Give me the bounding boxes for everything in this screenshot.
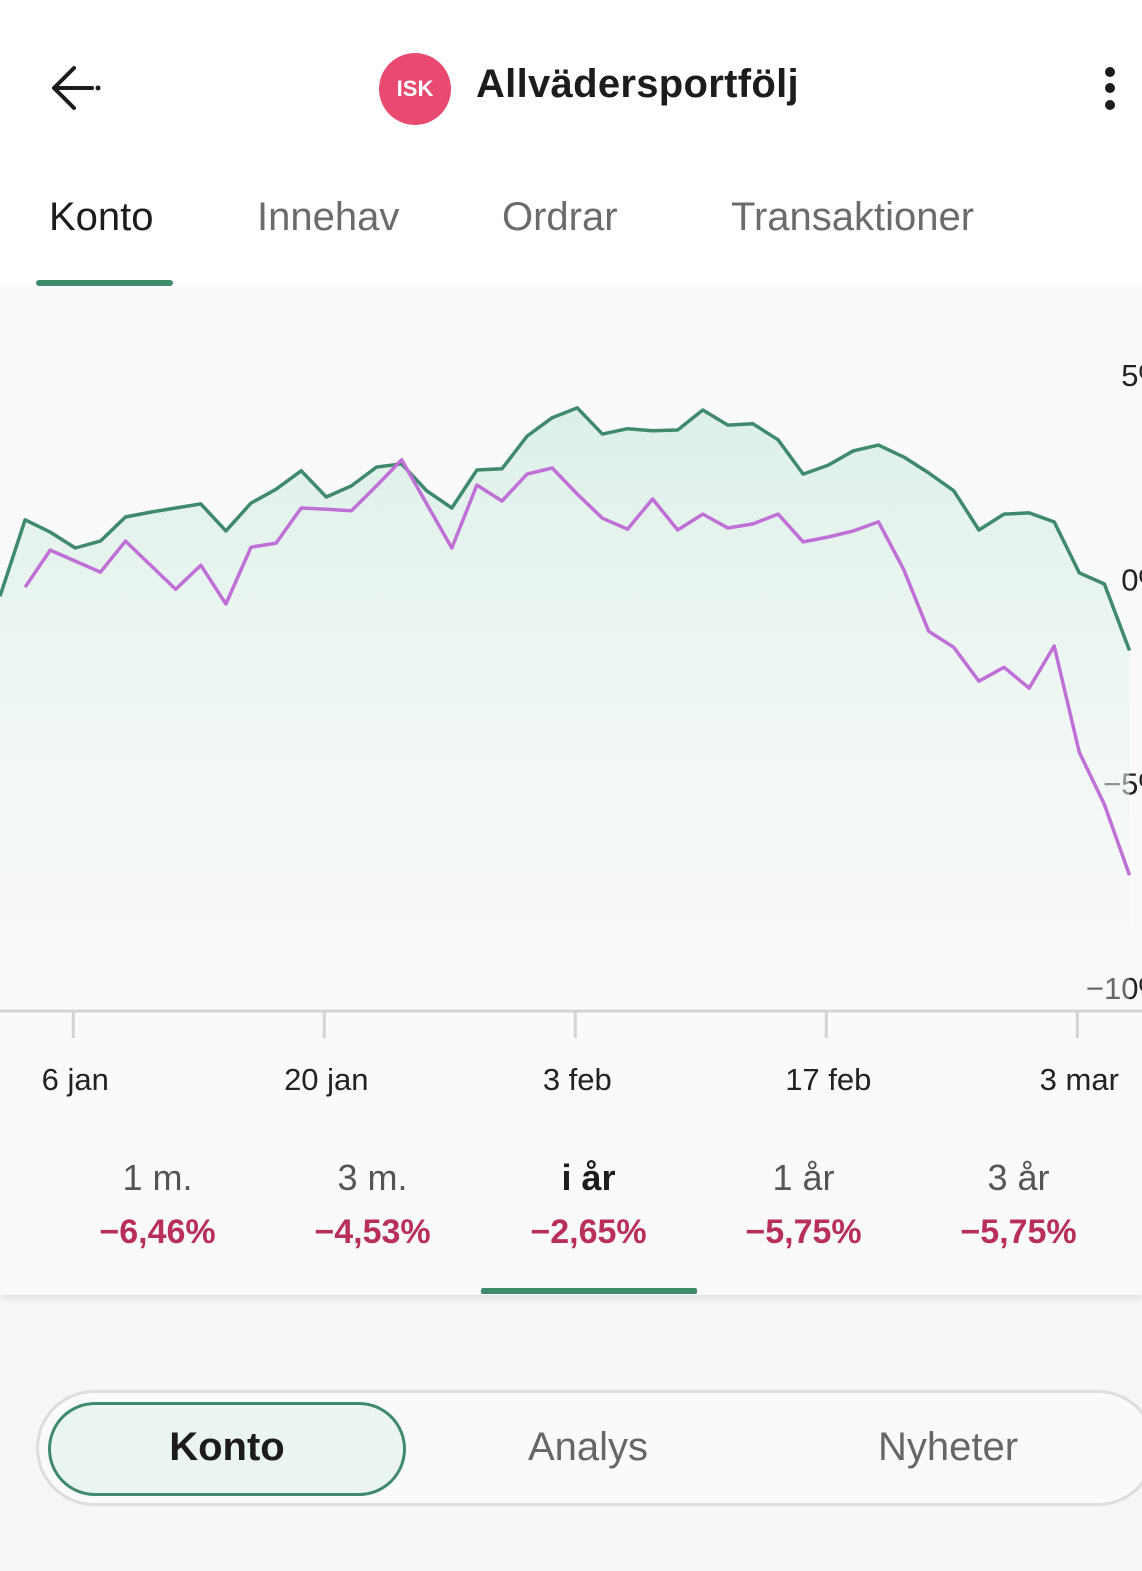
tab[interactable]: Konto [49,195,154,239]
nav-item[interactable]: Nyheter [877,1425,1019,1469]
period[interactable]: 3 m. −4,53% [265,1157,480,1252]
tab-indicator [36,280,173,286]
nav-item[interactable]: Konto [169,1425,285,1469]
period[interactable]: i år −2,65% [481,1157,696,1252]
period-label: i år [561,1157,616,1198]
period-label: 1 m. [122,1157,193,1198]
period-label: 1 år [772,1157,835,1198]
x-tick-label: 20 jan [284,1062,368,1097]
period[interactable]: 1 år −5,75% [696,1157,911,1252]
line [23,458,1132,876]
y-tick-label: 0% [1121,562,1142,597]
x-tick-label: 6 jan [42,1062,109,1097]
x-tick-label: 3 feb [543,1062,612,1097]
header: ISK Allvädersportfölj Konto Innehav Ordr… [0,0,1142,287]
period[interactable]: 3 år −5,75% [911,1157,1126,1252]
nav-item[interactable]: Analys [527,1425,649,1469]
period-return: −6,46% [99,1213,216,1251]
y-tick-label: 5% [1121,358,1142,393]
menu-button[interactable] [1100,66,1120,114]
nav-selection [48,1402,406,1496]
tab[interactable]: Ordrar [502,195,618,239]
account-badge: ISK [379,53,451,125]
period-label: 3 m. [337,1157,408,1198]
back-button[interactable] [48,64,104,112]
area [0,407,1130,1010]
tab[interactable]: Innehav [257,195,400,239]
line [0,406,1132,652]
page-title: Allvädersportfölj [476,62,799,106]
x-tick-label: 17 feb [785,1062,871,1097]
tab[interactable]: Transaktioner [731,195,975,239]
x-tick-label: 3 mar [1040,1062,1119,1097]
period[interactable]: 1 m. −6,46% [50,1157,265,1252]
period-return: −5,75% [960,1213,1077,1251]
period-indicator [481,1288,697,1294]
period-label: 3 år [987,1157,1050,1198]
period-return: −5,75% [745,1213,862,1251]
period-return: −2,65% [530,1213,647,1251]
period-return: −4,53% [314,1213,431,1251]
